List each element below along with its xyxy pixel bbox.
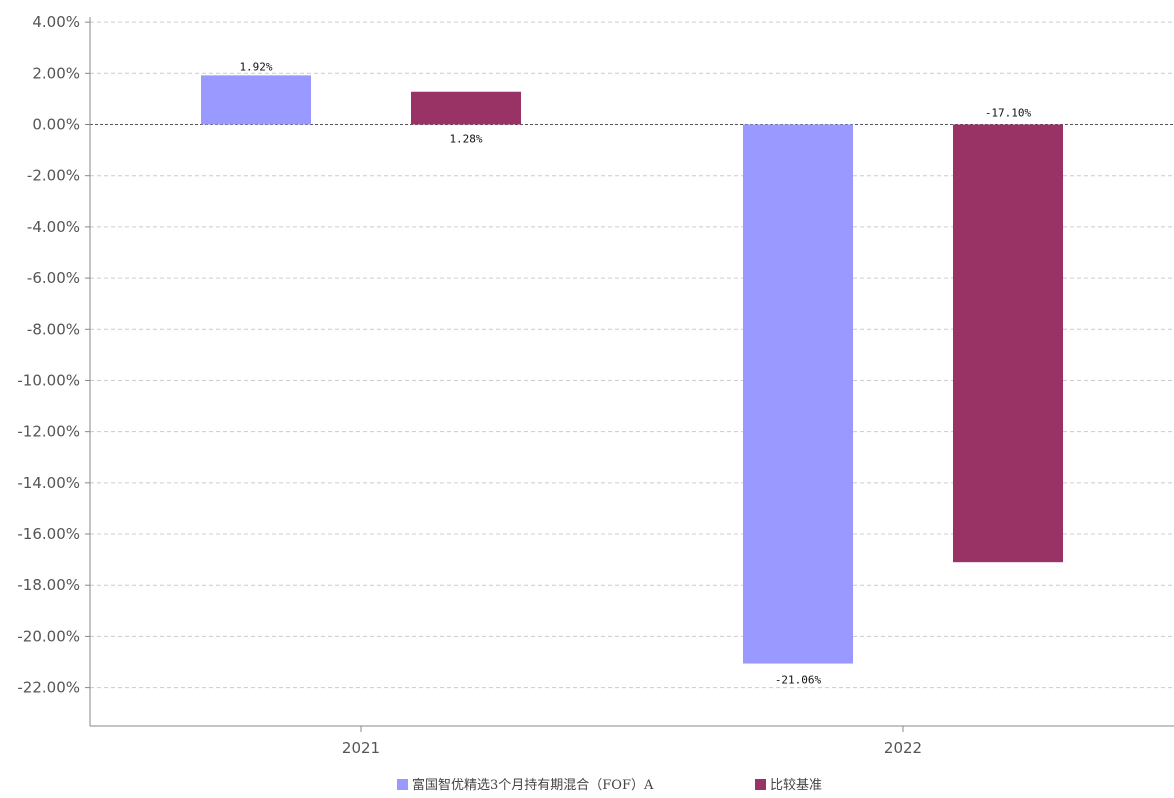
- bar-2022-series-1: [743, 124, 853, 664]
- legend-swatch-series-1: [397, 779, 408, 790]
- y-tick-label: -2.00%: [27, 167, 80, 185]
- axes: [85, 17, 1174, 732]
- y-tick-label: -4.00%: [27, 218, 80, 236]
- y-tick-label: -20.00%: [17, 627, 80, 645]
- x-axis-category-labels: 2021 2022: [342, 739, 922, 757]
- y-tick-label: 0.00%: [32, 116, 80, 134]
- y-tick-label: -6.00%: [27, 269, 80, 287]
- legend-label-series-2: 比较基准: [770, 778, 822, 793]
- data-label: 1.92%: [239, 60, 272, 73]
- y-tick-label: -22.00%: [17, 679, 80, 697]
- x-category-label: 2022: [884, 739, 922, 757]
- data-label: -21.06%: [775, 674, 822, 687]
- legend: 富国智优精选3个月持有期混合（FOF）A 比较基准: [397, 777, 822, 793]
- y-tick-label: 4.00%: [32, 13, 80, 31]
- bars: [201, 75, 1063, 664]
- bar-2021-series-1: [201, 75, 311, 125]
- y-tick-label: -8.00%: [27, 320, 80, 338]
- data-label: -17.10%: [985, 107, 1032, 120]
- bar-2022-series-2: [953, 124, 1063, 563]
- y-tick-label: -16.00%: [17, 525, 80, 543]
- y-tick-label: -14.00%: [17, 474, 80, 492]
- data-labels: 1.92% 1.28% -21.06% -17.10%: [239, 60, 1031, 686]
- legend-label-series-1: 富国智优精选3个月持有期混合（FOF）A: [412, 777, 654, 793]
- data-label: 1.28%: [449, 133, 482, 146]
- bar-2021-series-2: [411, 91, 521, 125]
- y-tick-label: 2.00%: [32, 64, 80, 82]
- y-axis-tick-labels: 4.00% 2.00% 0.00% -2.00% -4.00% -6.00% -8.00% -…: [17, 13, 80, 696]
- y-tick-label: -12.00%: [17, 423, 80, 441]
- legend-swatch-series-2: [755, 779, 766, 790]
- x-category-label: 2021: [342, 739, 380, 757]
- y-tick-label: -18.00%: [17, 576, 80, 594]
- y-tick-label: -10.00%: [17, 371, 80, 389]
